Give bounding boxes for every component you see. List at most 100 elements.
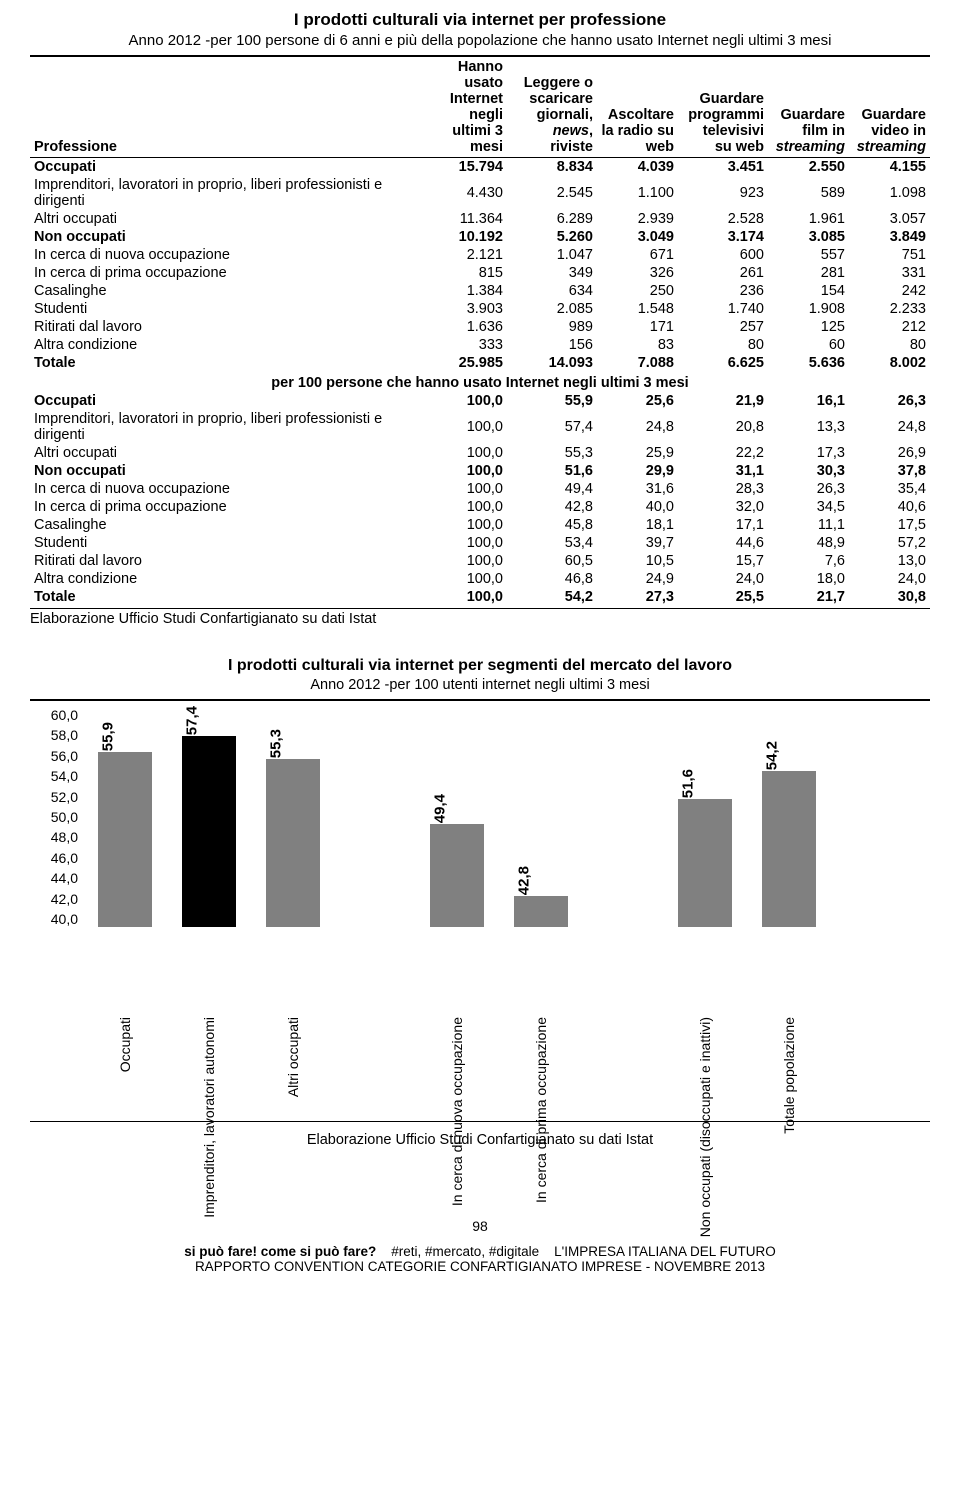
table-cell: 3.049 xyxy=(597,228,678,246)
bar-value: 54,2 xyxy=(764,741,781,770)
table-row: Totale100,054,227,325,521,730,8 xyxy=(30,588,930,606)
table-cell: 7.088 xyxy=(597,354,678,372)
table-cell: 589 xyxy=(768,176,849,210)
table-cell: 125 xyxy=(768,318,849,336)
table-cell: 1.100 xyxy=(597,176,678,210)
table-cell: 100,0 xyxy=(426,588,507,606)
category-label: Totale popolazione xyxy=(762,1017,816,1107)
table-cell: 2.528 xyxy=(678,210,768,228)
table-cell: 10.192 xyxy=(426,228,507,246)
table-cell: 45,8 xyxy=(507,516,597,534)
table-cell: 28,3 xyxy=(678,480,768,498)
table-cell: 29,9 xyxy=(597,462,678,480)
table-row: Studenti100,053,439,744,648,957,2 xyxy=(30,534,930,552)
footer-tagline: L'IMPRESA ITALIANA DEL FUTURO xyxy=(554,1244,776,1259)
table-cell: 100,0 xyxy=(426,444,507,462)
table-cell: 2.545 xyxy=(507,176,597,210)
table-row: Altra condizione33315683806080 xyxy=(30,336,930,354)
ytick: 40,0 xyxy=(30,911,78,927)
table-cell: 250 xyxy=(597,282,678,300)
section-header: per 100 persone che hanno usato Internet… xyxy=(30,372,930,392)
table-cell: 154 xyxy=(768,282,849,300)
table-cell: 281 xyxy=(768,264,849,282)
table-cell: Altri occupati xyxy=(30,444,426,462)
table-cell: Ritirati dal lavoro xyxy=(30,318,426,336)
table-cell: Occupati xyxy=(30,158,426,177)
table-cell: 2.085 xyxy=(507,300,597,318)
table-cell: 349 xyxy=(507,264,597,282)
table-cell: In cerca di nuova occupazione xyxy=(30,246,426,264)
table-cell: 17,3 xyxy=(768,444,849,462)
col-header: Guardare programmi televisivi su web xyxy=(678,56,768,158)
table-cell: 100,0 xyxy=(426,552,507,570)
table-row: Occupati100,055,925,621,916,126,3 xyxy=(30,392,930,410)
table-cell: 83 xyxy=(597,336,678,354)
footer-line2: RAPPORTO CONVENTION CATEGORIE CONFARTIGI… xyxy=(30,1259,930,1274)
table-cell: 8.834 xyxy=(507,158,597,177)
table-cell: 18,0 xyxy=(768,570,849,588)
category-label: In cerca di prima occupazione xyxy=(514,1017,568,1107)
table-cell: 2.121 xyxy=(426,246,507,264)
table-cell: 326 xyxy=(597,264,678,282)
table-cell: 3.057 xyxy=(849,210,930,228)
table-cell: Altri occupati xyxy=(30,210,426,228)
table-cell: 24,0 xyxy=(849,570,930,588)
table-cell: 26,3 xyxy=(768,480,849,498)
table-cell: 1.908 xyxy=(768,300,849,318)
table-cell: 37,8 xyxy=(849,462,930,480)
table-cell: 24,9 xyxy=(597,570,678,588)
table-cell: 30,3 xyxy=(768,462,849,480)
chart-bar: 55,3 xyxy=(266,759,320,927)
table-cell: 26,9 xyxy=(849,444,930,462)
table-cell: 156 xyxy=(507,336,597,354)
table-cell: 24,0 xyxy=(678,570,768,588)
table-cell: 3.849 xyxy=(849,228,930,246)
table-cell: Altra condizione xyxy=(30,570,426,588)
table-cell: 5.636 xyxy=(768,354,849,372)
table-cell: 42,8 xyxy=(507,498,597,516)
table-row: In cerca di nuova occupazione100,049,431… xyxy=(30,480,930,498)
category-label: In cerca di nuova occupazione xyxy=(430,1017,484,1107)
footer-bold: si può fare! come si può fare? xyxy=(184,1244,376,1259)
chart-bar: 57,4 xyxy=(182,736,236,927)
table-cell: 80 xyxy=(849,336,930,354)
table-source: Elaborazione Ufficio Studi Confartigiana… xyxy=(30,608,930,627)
table-cell: 242 xyxy=(849,282,930,300)
chart-bar: 51,6 xyxy=(678,799,732,927)
table-cell: 100,0 xyxy=(426,534,507,552)
table-cell: Occupati xyxy=(30,392,426,410)
table-cell: 100,0 xyxy=(426,516,507,534)
table-row: In cerca di prima occupazione100,042,840… xyxy=(30,498,930,516)
table-row: Totale25.98514.0937.0886.6255.6368.002 xyxy=(30,354,930,372)
table-cell: 21,7 xyxy=(768,588,849,606)
table-cell: 54,2 xyxy=(507,588,597,606)
table-cell: 6.289 xyxy=(507,210,597,228)
table-cell: 261 xyxy=(678,264,768,282)
table-cell: 32,0 xyxy=(678,498,768,516)
ytick: 46,0 xyxy=(30,850,78,866)
table-cell: 16,1 xyxy=(768,392,849,410)
chart-plot: 55,957,455,349,442,851,654,2 xyxy=(78,707,930,927)
ytick: 44,0 xyxy=(30,870,78,886)
table-cell: 3.085 xyxy=(768,228,849,246)
col-header: Professione xyxy=(30,56,426,158)
table-cell: 100,0 xyxy=(426,392,507,410)
table-cell: In cerca di nuova occupazione xyxy=(30,480,426,498)
table-cell: 3.174 xyxy=(678,228,768,246)
table-cell: 13,3 xyxy=(768,410,849,444)
bar-chart: 40,042,044,046,048,050,052,054,056,058,0… xyxy=(30,699,930,1122)
table-cell: Totale xyxy=(30,354,426,372)
table-cell: 17,5 xyxy=(849,516,930,534)
table-cell: 100,0 xyxy=(426,480,507,498)
table-cell: 31,1 xyxy=(678,462,768,480)
table-cell: 51,6 xyxy=(507,462,597,480)
table-cell: 80 xyxy=(678,336,768,354)
table-cell: 2.233 xyxy=(849,300,930,318)
table-cell: 634 xyxy=(507,282,597,300)
category-label: Altri occupati xyxy=(266,1017,320,1107)
chart-categories: OccupatiImprenditori, lavoratori autonom… xyxy=(30,1017,930,1107)
col-header: Guardare video in streaming xyxy=(849,56,930,158)
table-cell: 236 xyxy=(678,282,768,300)
table-row: Casalinghe100,045,818,117,111,117,5 xyxy=(30,516,930,534)
table-cell: 8.002 xyxy=(849,354,930,372)
